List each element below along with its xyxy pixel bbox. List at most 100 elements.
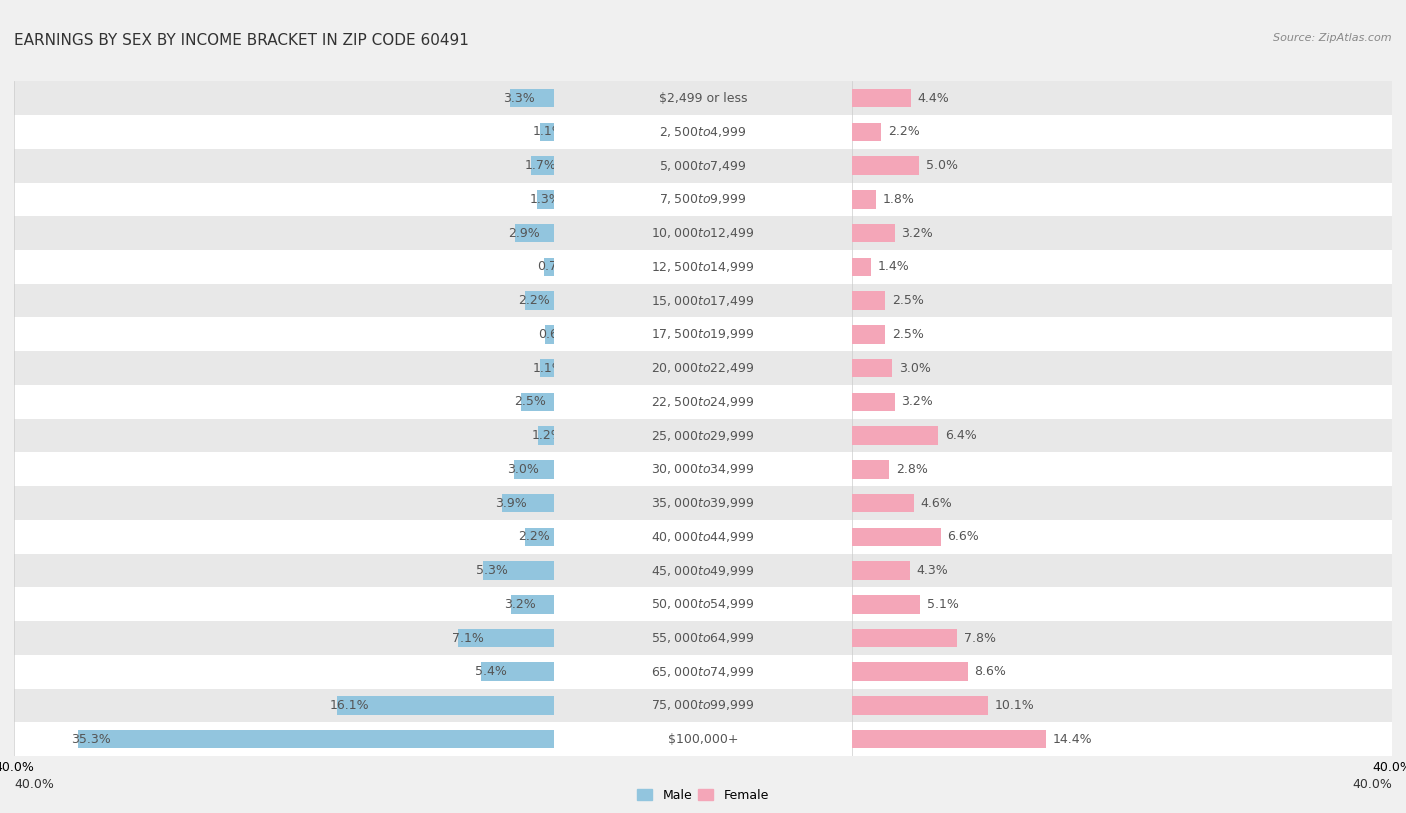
Text: 1.3%: 1.3% bbox=[530, 193, 562, 206]
Bar bbox=[852, 493, 914, 512]
Bar bbox=[544, 258, 554, 276]
Text: $2,500 to $4,999: $2,500 to $4,999 bbox=[659, 125, 747, 139]
Bar bbox=[531, 156, 554, 175]
Text: $15,000 to $17,499: $15,000 to $17,499 bbox=[651, 293, 755, 307]
Bar bbox=[554, 452, 852, 486]
Bar bbox=[512, 595, 554, 614]
Text: 2.8%: 2.8% bbox=[896, 463, 928, 476]
Bar bbox=[852, 655, 1392, 689]
Text: 3.9%: 3.9% bbox=[495, 497, 527, 510]
Text: $20,000 to $22,499: $20,000 to $22,499 bbox=[651, 361, 755, 375]
Bar bbox=[554, 81, 852, 115]
Bar bbox=[515, 224, 554, 242]
Text: $25,000 to $29,999: $25,000 to $29,999 bbox=[651, 428, 755, 442]
Bar bbox=[554, 587, 852, 621]
Text: 2.2%: 2.2% bbox=[889, 125, 920, 138]
Text: $75,000 to $99,999: $75,000 to $99,999 bbox=[651, 698, 755, 712]
Bar bbox=[14, 689, 554, 723]
Bar bbox=[520, 393, 554, 411]
Bar bbox=[852, 663, 967, 681]
Text: 3.2%: 3.2% bbox=[901, 395, 934, 408]
Bar bbox=[852, 115, 1392, 149]
Bar bbox=[554, 250, 852, 284]
Bar bbox=[540, 359, 554, 377]
Text: $50,000 to $54,999: $50,000 to $54,999 bbox=[651, 598, 755, 611]
Bar bbox=[852, 359, 893, 377]
Bar bbox=[524, 291, 554, 310]
Bar bbox=[554, 520, 852, 554]
Bar bbox=[852, 291, 886, 310]
Bar bbox=[14, 554, 554, 587]
Bar bbox=[540, 123, 554, 141]
Text: $30,000 to $34,999: $30,000 to $34,999 bbox=[651, 463, 755, 476]
Text: 1.4%: 1.4% bbox=[877, 260, 910, 273]
Text: $35,000 to $39,999: $35,000 to $39,999 bbox=[651, 496, 755, 510]
Bar bbox=[852, 250, 1392, 284]
Text: 2.5%: 2.5% bbox=[893, 328, 924, 341]
Bar bbox=[852, 621, 1392, 655]
Bar bbox=[554, 385, 852, 419]
Bar bbox=[14, 284, 554, 317]
Bar bbox=[554, 655, 852, 689]
Text: 4.6%: 4.6% bbox=[921, 497, 952, 510]
Text: $45,000 to $49,999: $45,000 to $49,999 bbox=[651, 563, 755, 577]
Text: $55,000 to $64,999: $55,000 to $64,999 bbox=[651, 631, 755, 645]
Bar bbox=[537, 190, 554, 209]
Bar bbox=[852, 351, 1392, 385]
Text: 1.2%: 1.2% bbox=[531, 429, 564, 442]
Text: 10.1%: 10.1% bbox=[995, 699, 1035, 712]
Bar bbox=[852, 696, 988, 715]
Bar bbox=[554, 216, 852, 250]
Bar bbox=[513, 460, 554, 479]
Bar bbox=[14, 115, 554, 149]
Bar bbox=[852, 81, 1392, 115]
Bar bbox=[852, 123, 882, 141]
Text: 1.1%: 1.1% bbox=[533, 125, 565, 138]
Bar bbox=[554, 419, 852, 452]
Bar bbox=[458, 628, 554, 647]
Bar bbox=[14, 182, 554, 216]
Bar bbox=[852, 460, 890, 479]
Text: 3.2%: 3.2% bbox=[901, 227, 934, 240]
Text: 7.1%: 7.1% bbox=[451, 632, 484, 645]
Bar bbox=[852, 385, 1392, 419]
Bar bbox=[554, 182, 852, 216]
Text: $100,000+: $100,000+ bbox=[668, 733, 738, 746]
Bar bbox=[14, 486, 554, 520]
Bar bbox=[554, 317, 852, 351]
Text: 5.3%: 5.3% bbox=[477, 564, 508, 577]
Bar bbox=[852, 419, 1392, 452]
Text: $10,000 to $12,499: $10,000 to $12,499 bbox=[651, 226, 755, 240]
Text: $40,000 to $44,999: $40,000 to $44,999 bbox=[651, 530, 755, 544]
Bar bbox=[337, 696, 554, 715]
Bar bbox=[14, 587, 554, 621]
Bar bbox=[852, 561, 910, 580]
Bar bbox=[77, 730, 554, 749]
Text: 3.0%: 3.0% bbox=[508, 463, 538, 476]
Bar bbox=[14, 216, 554, 250]
Bar bbox=[14, 149, 554, 183]
Bar bbox=[554, 689, 852, 723]
Bar bbox=[852, 224, 894, 242]
Bar bbox=[852, 486, 1392, 520]
Text: 1.7%: 1.7% bbox=[524, 159, 557, 172]
Bar bbox=[14, 385, 554, 419]
Bar bbox=[852, 89, 911, 107]
Text: 2.5%: 2.5% bbox=[893, 294, 924, 307]
Text: $65,000 to $74,999: $65,000 to $74,999 bbox=[651, 665, 755, 679]
Bar bbox=[852, 528, 941, 546]
Bar bbox=[852, 595, 921, 614]
Text: $2,499 or less: $2,499 or less bbox=[659, 92, 747, 105]
Text: 5.4%: 5.4% bbox=[475, 665, 506, 678]
Text: $7,500 to $9,999: $7,500 to $9,999 bbox=[659, 193, 747, 207]
Bar bbox=[14, 621, 554, 655]
Bar bbox=[14, 520, 554, 554]
Bar bbox=[502, 493, 554, 512]
Bar bbox=[852, 258, 870, 276]
Bar bbox=[852, 723, 1392, 756]
Bar bbox=[852, 325, 886, 344]
Bar bbox=[852, 216, 1392, 250]
Bar bbox=[554, 621, 852, 655]
Bar bbox=[14, 351, 554, 385]
Bar bbox=[14, 723, 554, 756]
